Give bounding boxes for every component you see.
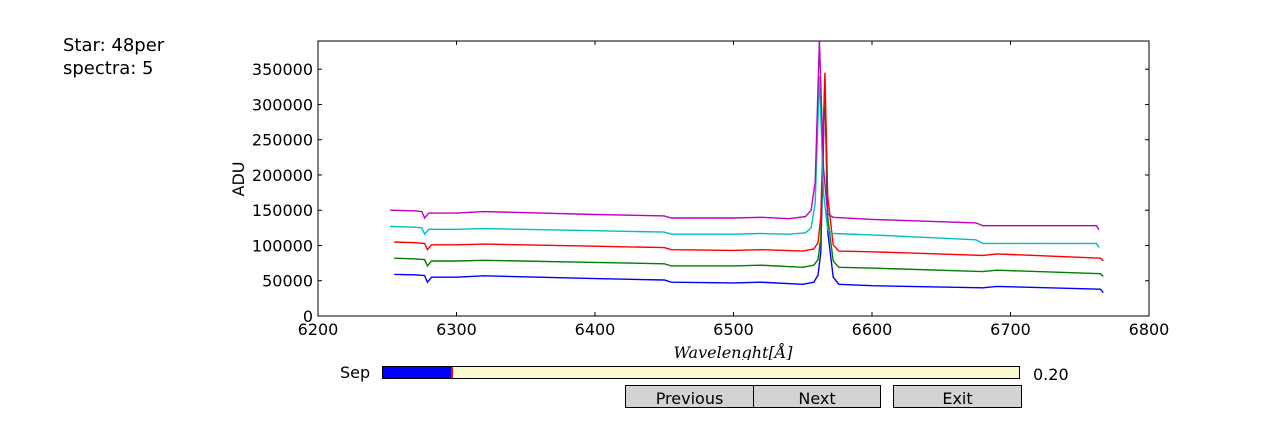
y-tick-label: 50000 bbox=[262, 272, 313, 291]
ticks-layer: 6200 6300 6400 6500 6600 6700 6800 0 50000 100000… bbox=[252, 41, 1169, 339]
x-tick-label: 6800 bbox=[1129, 320, 1170, 339]
x-tick-label: 6400 bbox=[575, 320, 616, 339]
x-tick-label: 6600 bbox=[852, 320, 893, 339]
x-tick-label: 6500 bbox=[713, 320, 754, 339]
x-axis-label: Wavelenght[Å] bbox=[673, 342, 793, 360]
spectra-count-text: spectra: 5 bbox=[63, 58, 154, 79]
x-tick-label: 6200 bbox=[298, 320, 339, 339]
y-tick-label: 350000 bbox=[252, 60, 313, 79]
sep-slider-fill[interactable] bbox=[383, 367, 453, 378]
previous-button[interactable]: Previous bbox=[625, 385, 754, 408]
spectrum-line-3 bbox=[394, 72, 1104, 262]
sep-slider-label: Sep bbox=[340, 363, 371, 382]
star-name-text: Star: 48per bbox=[63, 35, 165, 56]
spectrum-line-4 bbox=[389, 76, 1100, 248]
sep-slider[interactable] bbox=[382, 366, 1020, 379]
spectrum-line-2 bbox=[394, 79, 1104, 277]
x-tick-label: 6700 bbox=[990, 320, 1031, 339]
y-tick-label: 0 bbox=[303, 307, 313, 326]
spectra-chart: 6200 6300 6400 6500 6600 6700 6800 0 50000 100000… bbox=[229, 40, 1169, 360]
spectrum-line-1 bbox=[394, 81, 1104, 294]
plot-frame bbox=[317, 40, 1150, 317]
spectrum-line-5 bbox=[389, 40, 1100, 231]
star-info: Star: 48per spectra: 5 bbox=[63, 34, 164, 80]
y-tick-label: 100000 bbox=[252, 236, 313, 255]
y-tick-label: 300000 bbox=[252, 95, 313, 114]
series-layer bbox=[389, 40, 1104, 294]
x-tick-label: 6300 bbox=[436, 320, 477, 339]
next-button[interactable]: Next bbox=[753, 385, 881, 408]
y-tick-label: 200000 bbox=[252, 166, 313, 185]
exit-button[interactable]: Exit bbox=[893, 385, 1022, 408]
y-tick-label: 250000 bbox=[252, 131, 313, 150]
y-tick-label: 150000 bbox=[252, 201, 313, 220]
sep-slider-value: 0.20 bbox=[1033, 365, 1069, 384]
y-axis-label: ADU bbox=[229, 162, 248, 197]
